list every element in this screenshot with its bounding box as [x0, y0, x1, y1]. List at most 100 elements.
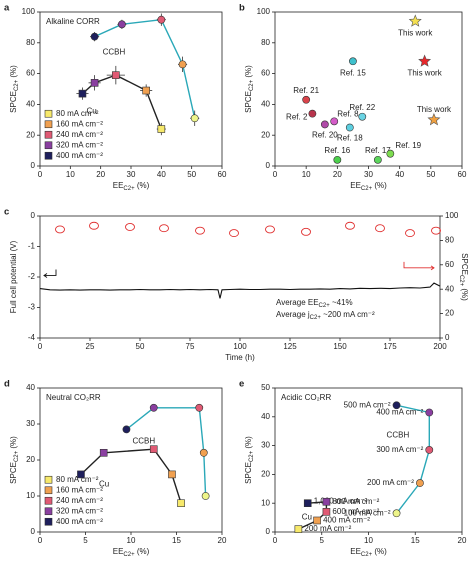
- marker-square: [90, 79, 99, 87]
- x-tick-label: 20: [333, 170, 342, 179]
- x-tick-label: 0: [273, 170, 278, 179]
- label-part: Full cell potential (V): [9, 240, 18, 313]
- marker-open-circle: [229, 229, 239, 238]
- label-part: SPCE: [9, 462, 18, 484]
- x-tick-label: 40: [395, 170, 404, 179]
- x-tick-label: 20: [96, 170, 105, 179]
- x-tick-label: 50: [187, 170, 196, 179]
- point-label: Ref. 19: [395, 141, 421, 150]
- point-label: Ref. 8: [337, 109, 359, 118]
- x-axis-label: EEC2+ (%): [113, 181, 150, 191]
- label-part: C2+: [249, 79, 255, 91]
- x-tick-label: 60: [458, 170, 467, 179]
- y2-tick-label: 80: [445, 236, 454, 245]
- y-tick-label: -1: [28, 242, 36, 251]
- marker-circle: [157, 15, 166, 24]
- x-tick-label: 30: [127, 170, 136, 179]
- legend-label: 320 mA cm⁻²: [56, 506, 103, 515]
- point-label: Ref. 20: [312, 131, 338, 140]
- legend-swatch: [44, 486, 53, 495]
- marker-circle: [386, 149, 395, 158]
- x-tick-label: 75: [186, 342, 195, 351]
- marker-square: [78, 89, 87, 98]
- label-part: EE: [350, 547, 361, 556]
- marker-circle: [308, 109, 317, 118]
- point-label: 400 mA cm⁻²: [323, 516, 370, 525]
- marker-circle: [330, 117, 339, 126]
- marker-circle: [416, 479, 424, 487]
- x-axis-label: Time (h): [225, 353, 255, 362]
- arrow: [43, 269, 57, 278]
- point-label: This work: [407, 68, 442, 77]
- y2-tick-label: 40: [445, 284, 454, 293]
- y-axis-label: SPCEC2+ (%): [244, 436, 254, 484]
- x-tick-label: 20: [458, 536, 467, 545]
- label-part: C2+: [123, 186, 135, 192]
- series-label: CCBH: [103, 48, 126, 57]
- x-axis-label: EEC2+ (%): [350, 181, 387, 191]
- marker-square: [177, 499, 185, 508]
- y-tick-label: 20: [261, 130, 270, 139]
- point-label: 800 mA cm⁻²: [332, 497, 379, 506]
- y-tick-label: 0: [266, 527, 271, 536]
- point-label: 300 mA cm⁻²: [376, 445, 423, 454]
- label-part: Average j: [276, 310, 310, 319]
- y-axis-label: SPCEC2+ (%): [9, 65, 19, 113]
- y-axis-label: SPCEC2+ (%): [9, 436, 19, 484]
- legend-swatch: [44, 141, 53, 150]
- label-part: C2+: [319, 303, 331, 309]
- marker-open-circle: [195, 226, 205, 235]
- label-part: SPCE: [9, 91, 18, 113]
- legend-swatch: [44, 517, 53, 526]
- panel-letter: a: [4, 3, 10, 14]
- y-tick-label: 30: [26, 419, 35, 428]
- annotation: Average jC2+ ~200 mA cm⁻²: [276, 310, 375, 320]
- y-tick-label: -4: [28, 333, 36, 342]
- label-part: ~200 mA cm⁻²: [321, 310, 375, 319]
- y-axis-label: SPCEC2+ (%): [244, 65, 254, 113]
- y2-tick-label: 20: [445, 309, 454, 318]
- x-tick-label: 50: [426, 170, 435, 179]
- y-tick-label: 40: [261, 100, 270, 109]
- marker-open-circle: [55, 225, 65, 234]
- y2-tick-label: 60: [445, 260, 454, 269]
- y-tick-label: 80: [26, 38, 35, 47]
- x-tick-label: 15: [411, 536, 420, 545]
- marker-open-circle: [375, 224, 385, 233]
- label-part: C2+: [14, 450, 20, 462]
- marker-open-circle: [265, 225, 275, 234]
- point-label: 400 mA cm⁻²: [376, 408, 423, 417]
- series-label: Cu: [86, 107, 96, 116]
- point-label: 600 mA cm⁻²: [332, 507, 379, 516]
- marker-open-circle: [345, 221, 355, 230]
- x-tick-label: 5: [83, 536, 88, 545]
- point-label: 200 mA cm⁻²: [367, 478, 414, 487]
- marker-circle: [349, 57, 357, 66]
- y-tick-label: 30: [261, 441, 270, 450]
- y-tick-label: 100: [257, 7, 271, 16]
- label-part: (%): [9, 436, 18, 451]
- series-label: CCBH: [132, 437, 155, 446]
- x-tick-label: 100: [233, 342, 247, 351]
- marker-circle: [373, 155, 382, 164]
- x-tick-label: 25: [86, 342, 95, 351]
- x-tick-label: 10: [127, 536, 136, 545]
- y-tick-label: 10: [26, 491, 35, 500]
- point-label: Ref. 2: [286, 113, 308, 122]
- legend-swatch: [44, 475, 53, 484]
- legend-swatch: [44, 507, 53, 516]
- label-part: Average EE: [276, 298, 319, 307]
- x-tick-label: 40: [157, 170, 166, 179]
- panel-title: Neutral CO₂RR: [46, 393, 101, 402]
- label-part: EE: [350, 181, 361, 190]
- label-part: Time (h): [225, 353, 255, 362]
- y-tick-label: 40: [261, 412, 270, 421]
- label-part: (%): [9, 65, 18, 80]
- marker-square: [322, 497, 331, 506]
- marker-circle: [90, 32, 99, 41]
- marker-star: [418, 54, 432, 67]
- label-part: (%): [135, 547, 150, 556]
- y-tick-label: 50: [261, 383, 270, 392]
- x-tick-label: 60: [218, 170, 227, 179]
